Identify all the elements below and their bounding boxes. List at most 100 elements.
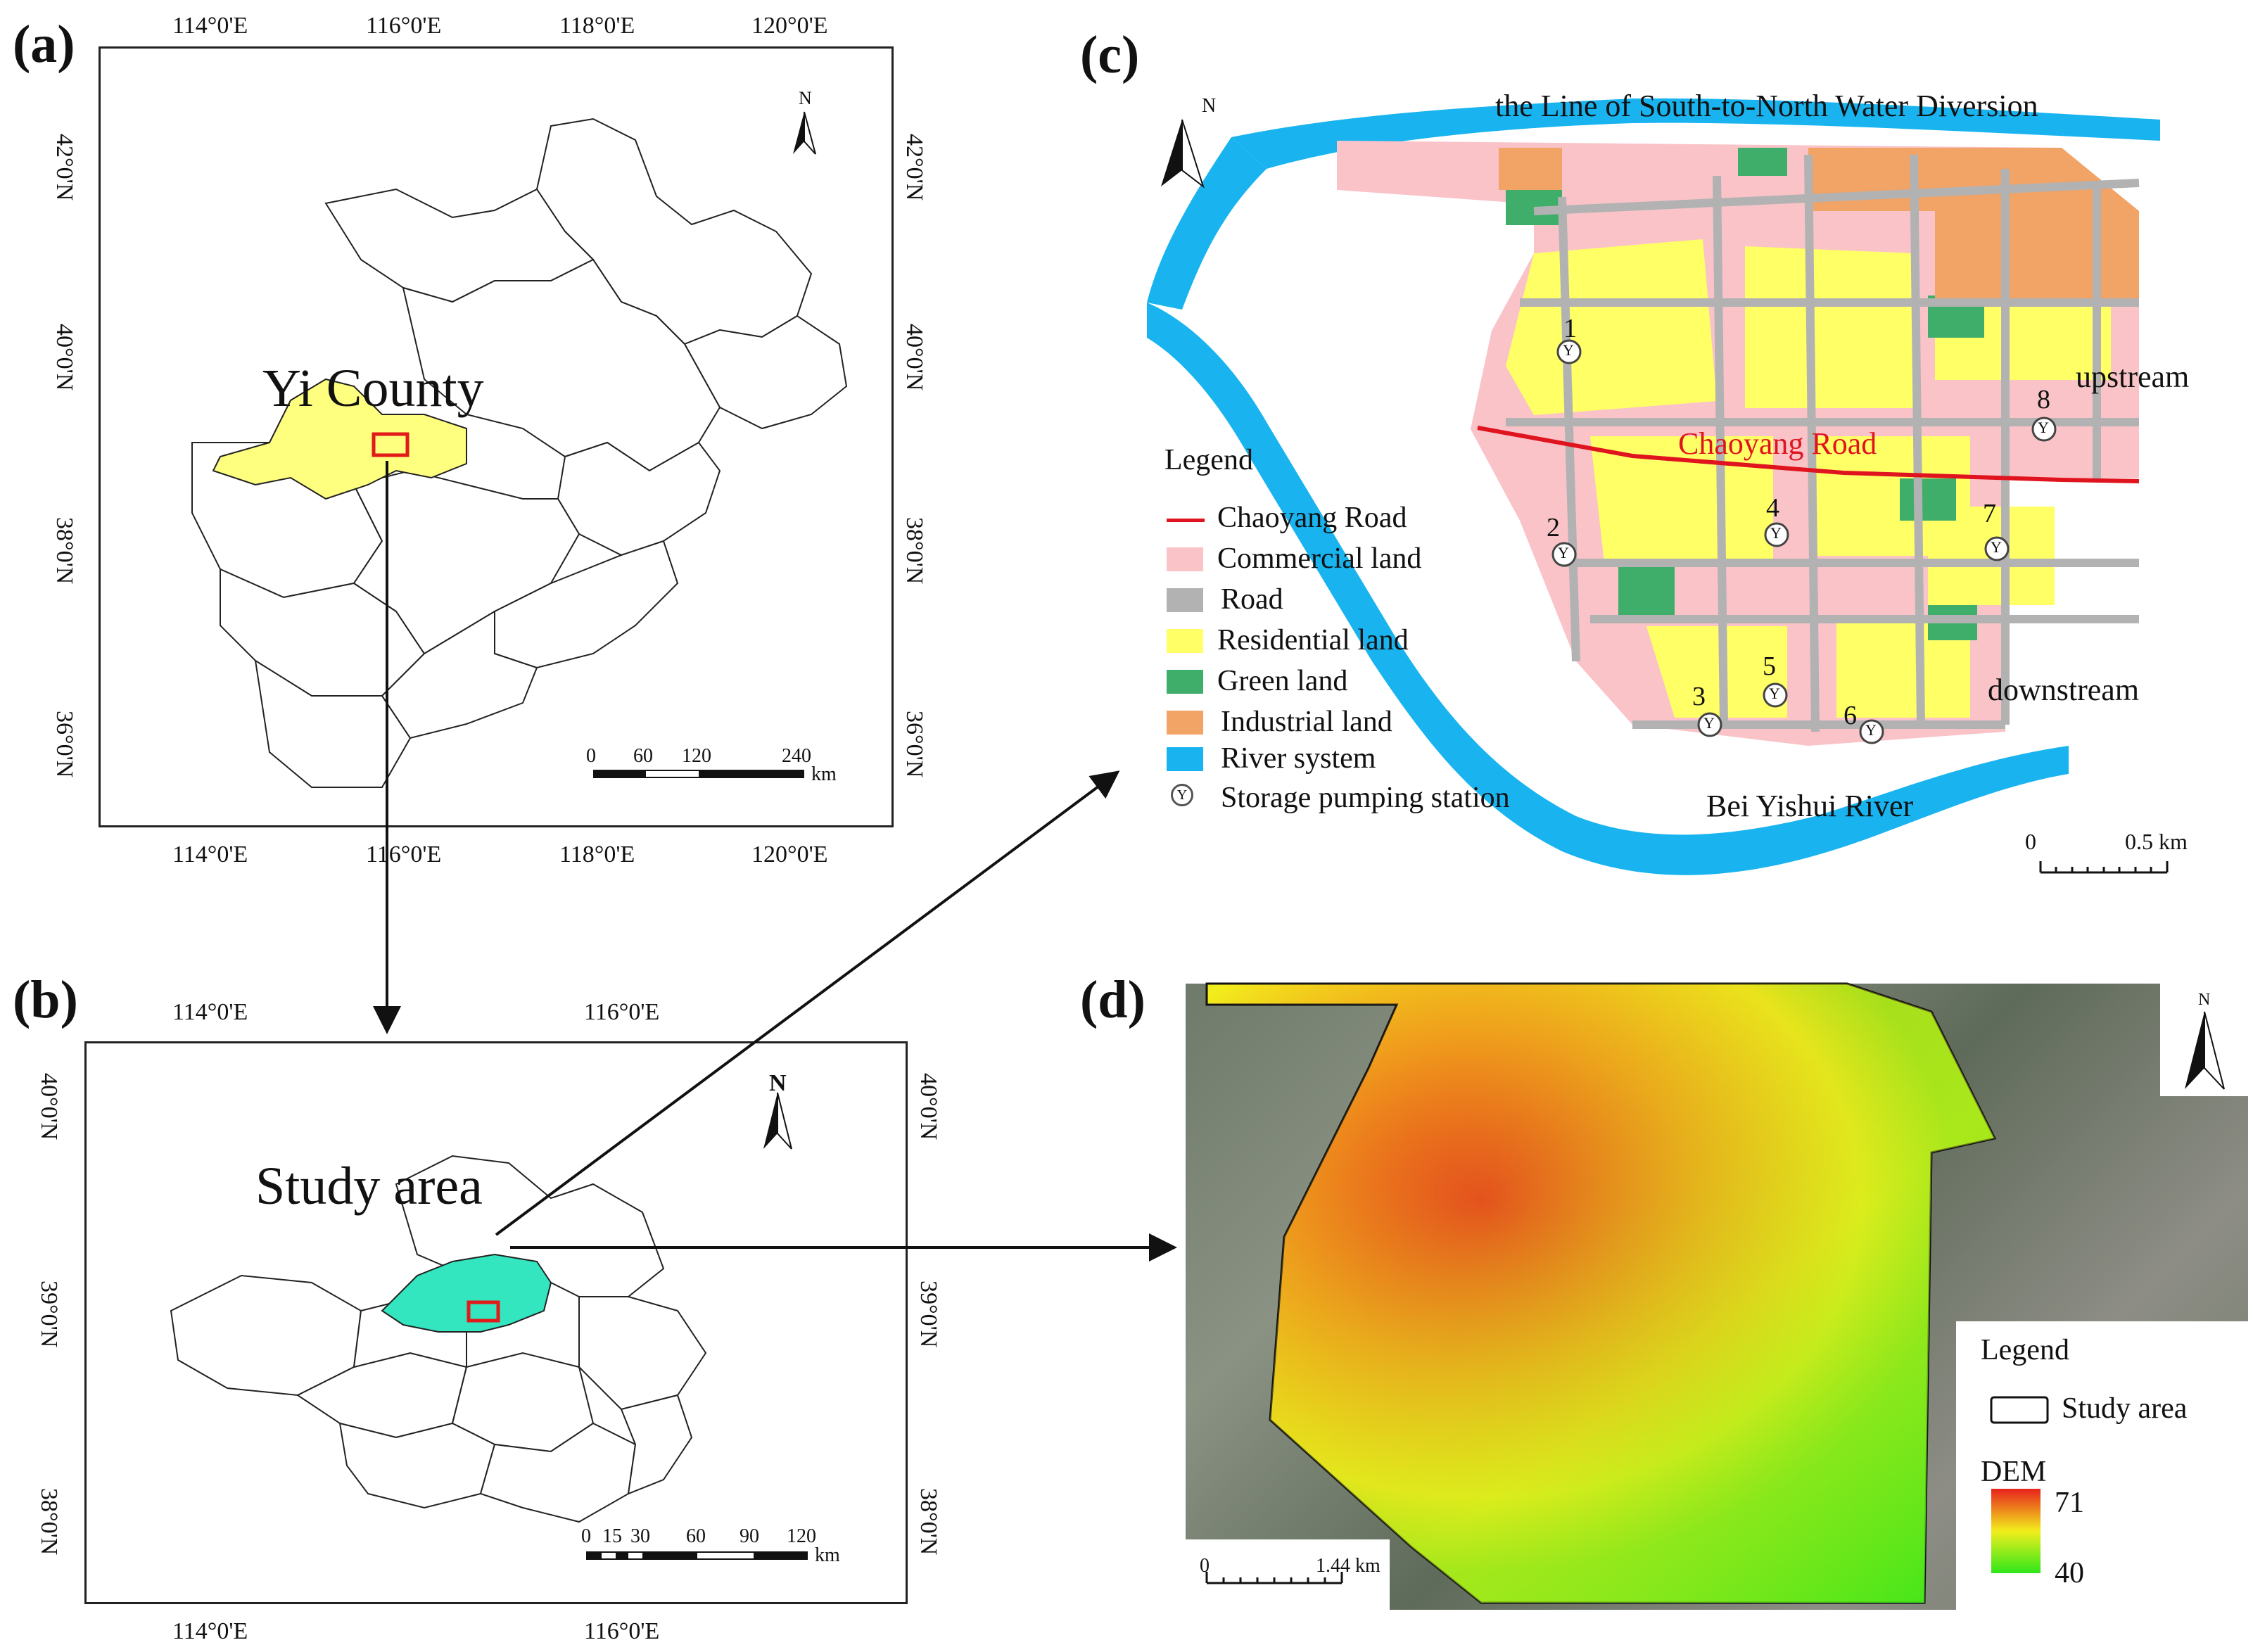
c-station-8-symbol: Y — [2038, 419, 2049, 436]
c-scale-05: 0.5 km — [2125, 829, 2188, 854]
b-lat-right-1: 40°0'N — [915, 1073, 941, 1140]
b-lon-bottom-2: 116°0'E — [584, 1618, 660, 1644]
c-station-3-symbol: Y — [1703, 714, 1715, 732]
c-north-label: N — [1202, 95, 1217, 117]
c-legend-chaoyang: Chaoyang Road — [1217, 502, 1407, 534]
b-scale-30: 30 — [630, 1525, 650, 1547]
c-legend-road: Road — [1221, 583, 1283, 616]
c-legend-road-swatch — [1167, 588, 1203, 612]
a-region-south5 — [381, 610, 538, 739]
c-station-5-icon — [1763, 682, 1788, 708]
panel-b-map — [170, 1092, 808, 1560]
b-north-label: N — [769, 1070, 787, 1096]
c-legend-river: River system — [1221, 742, 1376, 775]
a-lon-top-3: 118°0'E — [559, 13, 635, 39]
c-legend-green: Green land — [1217, 665, 1348, 697]
c-residential-1 — [1506, 239, 1717, 415]
a-region-east — [683, 314, 848, 430]
a-yi-county-label: Yi County — [262, 359, 484, 418]
a-lon-top-2: 116°0'E — [366, 13, 442, 39]
c-station-6-icon — [1859, 719, 1884, 744]
a-lat-left-4: 36°0'N — [51, 711, 77, 778]
d-scale-bar-icon — [1205, 1572, 1343, 1584]
c-station-7-symbol: Y — [1991, 538, 2002, 556]
b-lon-top-2: 116°0'E — [584, 999, 660, 1025]
c-residential-7 — [1836, 619, 1970, 718]
c-downstream-label: downstream — [1988, 673, 2140, 707]
b-lat-left-3: 38°0'N — [36, 1488, 62, 1556]
a-scale-0: 0 — [586, 745, 596, 767]
c-legend-residential: Residential land — [1217, 624, 1409, 656]
a-lon-top-1: 114°0'E — [172, 13, 248, 39]
a-lon-bottom-4: 120°0'E — [751, 841, 828, 868]
c-station-4-label: 4 — [1766, 493, 1779, 523]
c-upstream-label: upstream — [2076, 360, 2190, 394]
c-station-1-icon — [1556, 339, 1582, 364]
b-lon-top-1: 114°0'E — [172, 999, 248, 1025]
c-station-2-icon — [1551, 542, 1577, 567]
b-lat-right-2: 39°0'N — [915, 1281, 941, 1348]
a-yi-county — [212, 378, 467, 500]
c-canal-top — [1231, 98, 2160, 169]
b-scale-bar-icon — [586, 1551, 808, 1560]
panel-c-letter: (c) — [1080, 25, 1140, 84]
b-scale-15: 15 — [602, 1525, 622, 1547]
c-station-7-icon — [1984, 536, 2010, 561]
a-lon-bottom-1: 114°0'E — [172, 841, 248, 868]
a-lon-bottom-2: 116°0'E — [366, 841, 442, 868]
c-station-4-symbol: Y — [1770, 524, 1782, 542]
b-lat-left-1: 40°0'N — [36, 1073, 62, 1140]
a-scale-120: 120 — [682, 745, 711, 767]
b-study-area — [381, 1253, 552, 1333]
d-legend-study-area: Study area — [2062, 1392, 2188, 1425]
d-legend-dem-min: 40 — [2055, 1557, 2084, 1589]
panel-b-letter: (b) — [13, 970, 78, 1029]
c-station-8-icon — [2031, 417, 2057, 442]
d-legend-title: Legend — [1981, 1334, 2069, 1366]
c-station-2-symbol: Y — [1558, 544, 1569, 561]
a-study-box — [372, 432, 410, 457]
b-study-area-label: Study area — [255, 1157, 483, 1216]
a-scale-60: 60 — [633, 745, 653, 767]
c-legend-river-swatch — [1167, 747, 1203, 771]
a-lat-right-3: 38°0'N — [901, 517, 927, 585]
d-scale-box — [1186, 1539, 1390, 1610]
a-north-label: N — [799, 88, 812, 108]
panel-a-map — [191, 111, 848, 788]
c-north-arrow-icon — [1161, 119, 1205, 189]
c-legend-commercial-swatch — [1167, 547, 1203, 571]
b-study-box — [467, 1300, 500, 1323]
b-scale-unit: km — [815, 1544, 840, 1566]
d-study-area-green — [1207, 984, 1995, 1603]
c-station-3-icon — [1697, 712, 1722, 737]
d-dem-ramp — [1991, 1489, 2041, 1573]
a-region-south2 — [254, 659, 412, 788]
c-station-1-symbol: Y — [1563, 341, 1574, 359]
c-road-grid — [1506, 154, 2140, 732]
d-legend-study-area-swatch — [1990, 1396, 2049, 1424]
a-lat-right-1: 42°0'N — [901, 134, 927, 201]
panel-d-letter: (d) — [1080, 970, 1145, 1029]
a-lat-left-1: 42°0'N — [51, 134, 77, 201]
panel-c-map — [1147, 98, 2169, 875]
a-lat-right-4: 36°0'N — [901, 711, 927, 778]
c-residential-2 — [1745, 246, 1914, 408]
d-legend-dem-title: DEM — [1981, 1456, 2047, 1488]
c-chaoyang-road — [1477, 426, 2140, 483]
panel-d-dem — [1186, 982, 2248, 1610]
c-legend-industrial: Industrial land — [1221, 706, 1392, 738]
c-legend-green-swatch — [1167, 670, 1203, 694]
a-lon-top-4: 120°0'E — [751, 13, 828, 39]
c-station-6-label: 6 — [1843, 701, 1857, 730]
c-station-5-label: 5 — [1763, 652, 1776, 681]
c-legend-station-icon: Y — [1171, 784, 1193, 806]
d-scale-144: 1.44 km — [1316, 1555, 1381, 1577]
c-station-symbols — [1551, 339, 2057, 744]
b-scale-0: 0 — [581, 1525, 591, 1547]
c-station-2-label: 2 — [1547, 513, 1560, 542]
c-residential-4 — [1590, 436, 1773, 563]
c-station-8-label: 8 — [2037, 385, 2050, 414]
panel-b-map-frame: N Study area 0 15 30 60 90 120 km — [84, 1041, 908, 1604]
a-scale-240: 240 — [782, 745, 811, 767]
b-region-5 — [578, 1296, 707, 1411]
